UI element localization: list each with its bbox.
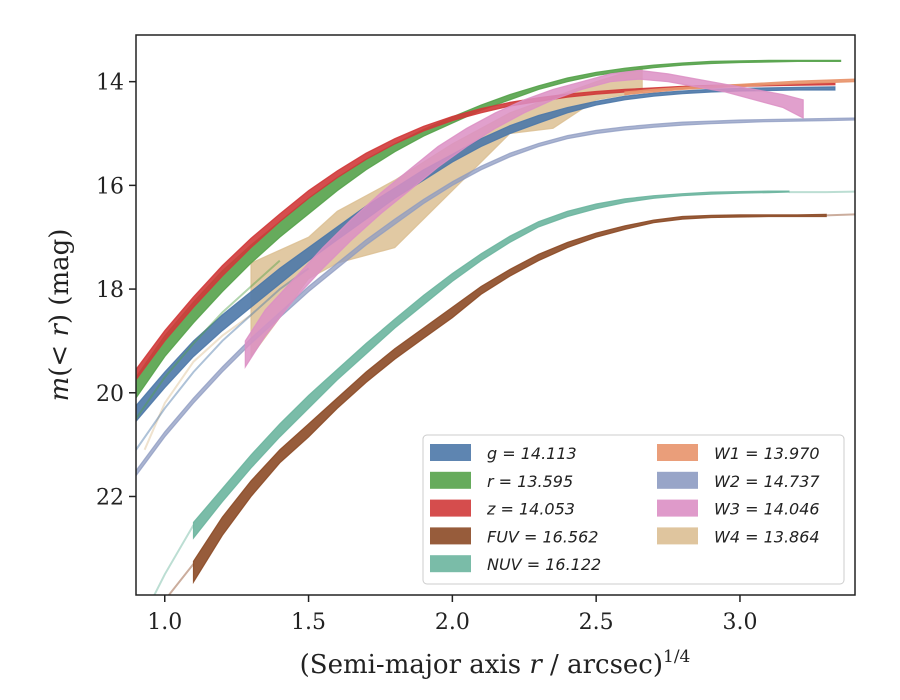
legend-swatch	[657, 527, 698, 545]
series-fuv-extension	[826, 213, 855, 217]
legend-label: z = 14.053	[486, 500, 575, 519]
legend-item-w2: W2 = 14.737	[657, 471, 820, 491]
ticks-layer: 1.0 1.5 2.0 2.5 3.0 14 16 18 20 22	[96, 71, 757, 635]
x-tick-label: 2.5	[579, 610, 614, 635]
series-w3	[244, 69, 804, 369]
series-nuv-band	[192, 190, 790, 540]
series-layer	[136, 59, 855, 595]
x-tick-label: 1.5	[291, 610, 326, 635]
legend-label: g = 14.113	[487, 444, 577, 463]
legend-swatch	[430, 471, 471, 489]
legend-item-nuv: NUV = 16.122	[430, 555, 601, 574]
series-fuv	[167, 213, 855, 595]
y-tick-label: 14	[96, 71, 124, 96]
y-tick-label: 18	[96, 278, 124, 303]
legend-swatch	[657, 444, 698, 461]
legend: g = 14.113 r = 13.595 z = 14.053 FUV = 16.5…	[422, 434, 845, 585]
legend-swatch	[657, 499, 698, 517]
series-g-trail	[136, 267, 310, 451]
series-z	[136, 82, 836, 381]
legend-label: W3 = 14.046	[714, 500, 820, 519]
legend-item-fuv: FUV = 16.562	[430, 527, 598, 546]
legend-item-g: g = 14.113	[430, 444, 577, 463]
series-nuv	[153, 190, 855, 595]
legend-label: NUV = 16.122	[487, 555, 601, 574]
legend-swatch	[657, 471, 698, 489]
series-r-trail	[136, 259, 281, 420]
legend-label: W1 = 13.970	[714, 444, 820, 463]
series-nuv-trail	[153, 524, 195, 595]
plot-frame	[135, 34, 856, 596]
legend-item-z: z = 14.053	[430, 500, 575, 519]
series-w4-extension	[143, 314, 252, 451]
series-fuv-band	[192, 213, 827, 585]
legend-item-w1: W1 = 13.970	[657, 444, 820, 463]
x-tick-label: 3.0	[722, 610, 757, 635]
x-axis-label: (Semi-major axis r / arcsec)1/4	[300, 647, 691, 680]
legend-label: r = 13.595	[487, 472, 573, 491]
series-w3-band	[244, 69, 804, 369]
legend-label: W2 = 14.737	[714, 472, 820, 491]
legend-swatch	[430, 499, 471, 517]
legend-swatch	[430, 444, 471, 461]
legend-swatch	[430, 555, 471, 573]
series-fuv-trail	[167, 563, 195, 595]
legend-swatch	[430, 527, 471, 545]
legend-item-w3: W3 = 14.046	[657, 500, 820, 519]
x-tick-label: 2.0	[435, 610, 470, 635]
y-tick-label: 16	[96, 174, 124, 199]
y-axis-label: m(< r) (mag)	[45, 229, 75, 402]
series-z-band	[136, 82, 836, 381]
legend-label: FUV = 16.562	[487, 527, 598, 546]
series-w2-band	[136, 117, 855, 477]
legend-item-r: r = 13.595	[430, 471, 573, 491]
series-w2	[136, 117, 855, 477]
y-tick-label: 20	[96, 382, 124, 407]
y-tick-label: 22	[96, 485, 124, 510]
x-tick-label: 1.0	[147, 610, 182, 635]
legend-frame	[422, 434, 845, 585]
legend-label: W4 = 13.864	[714, 527, 820, 546]
series-nuv-extension	[788, 190, 855, 194]
legend-item-w4: W4 = 13.864	[657, 527, 820, 546]
